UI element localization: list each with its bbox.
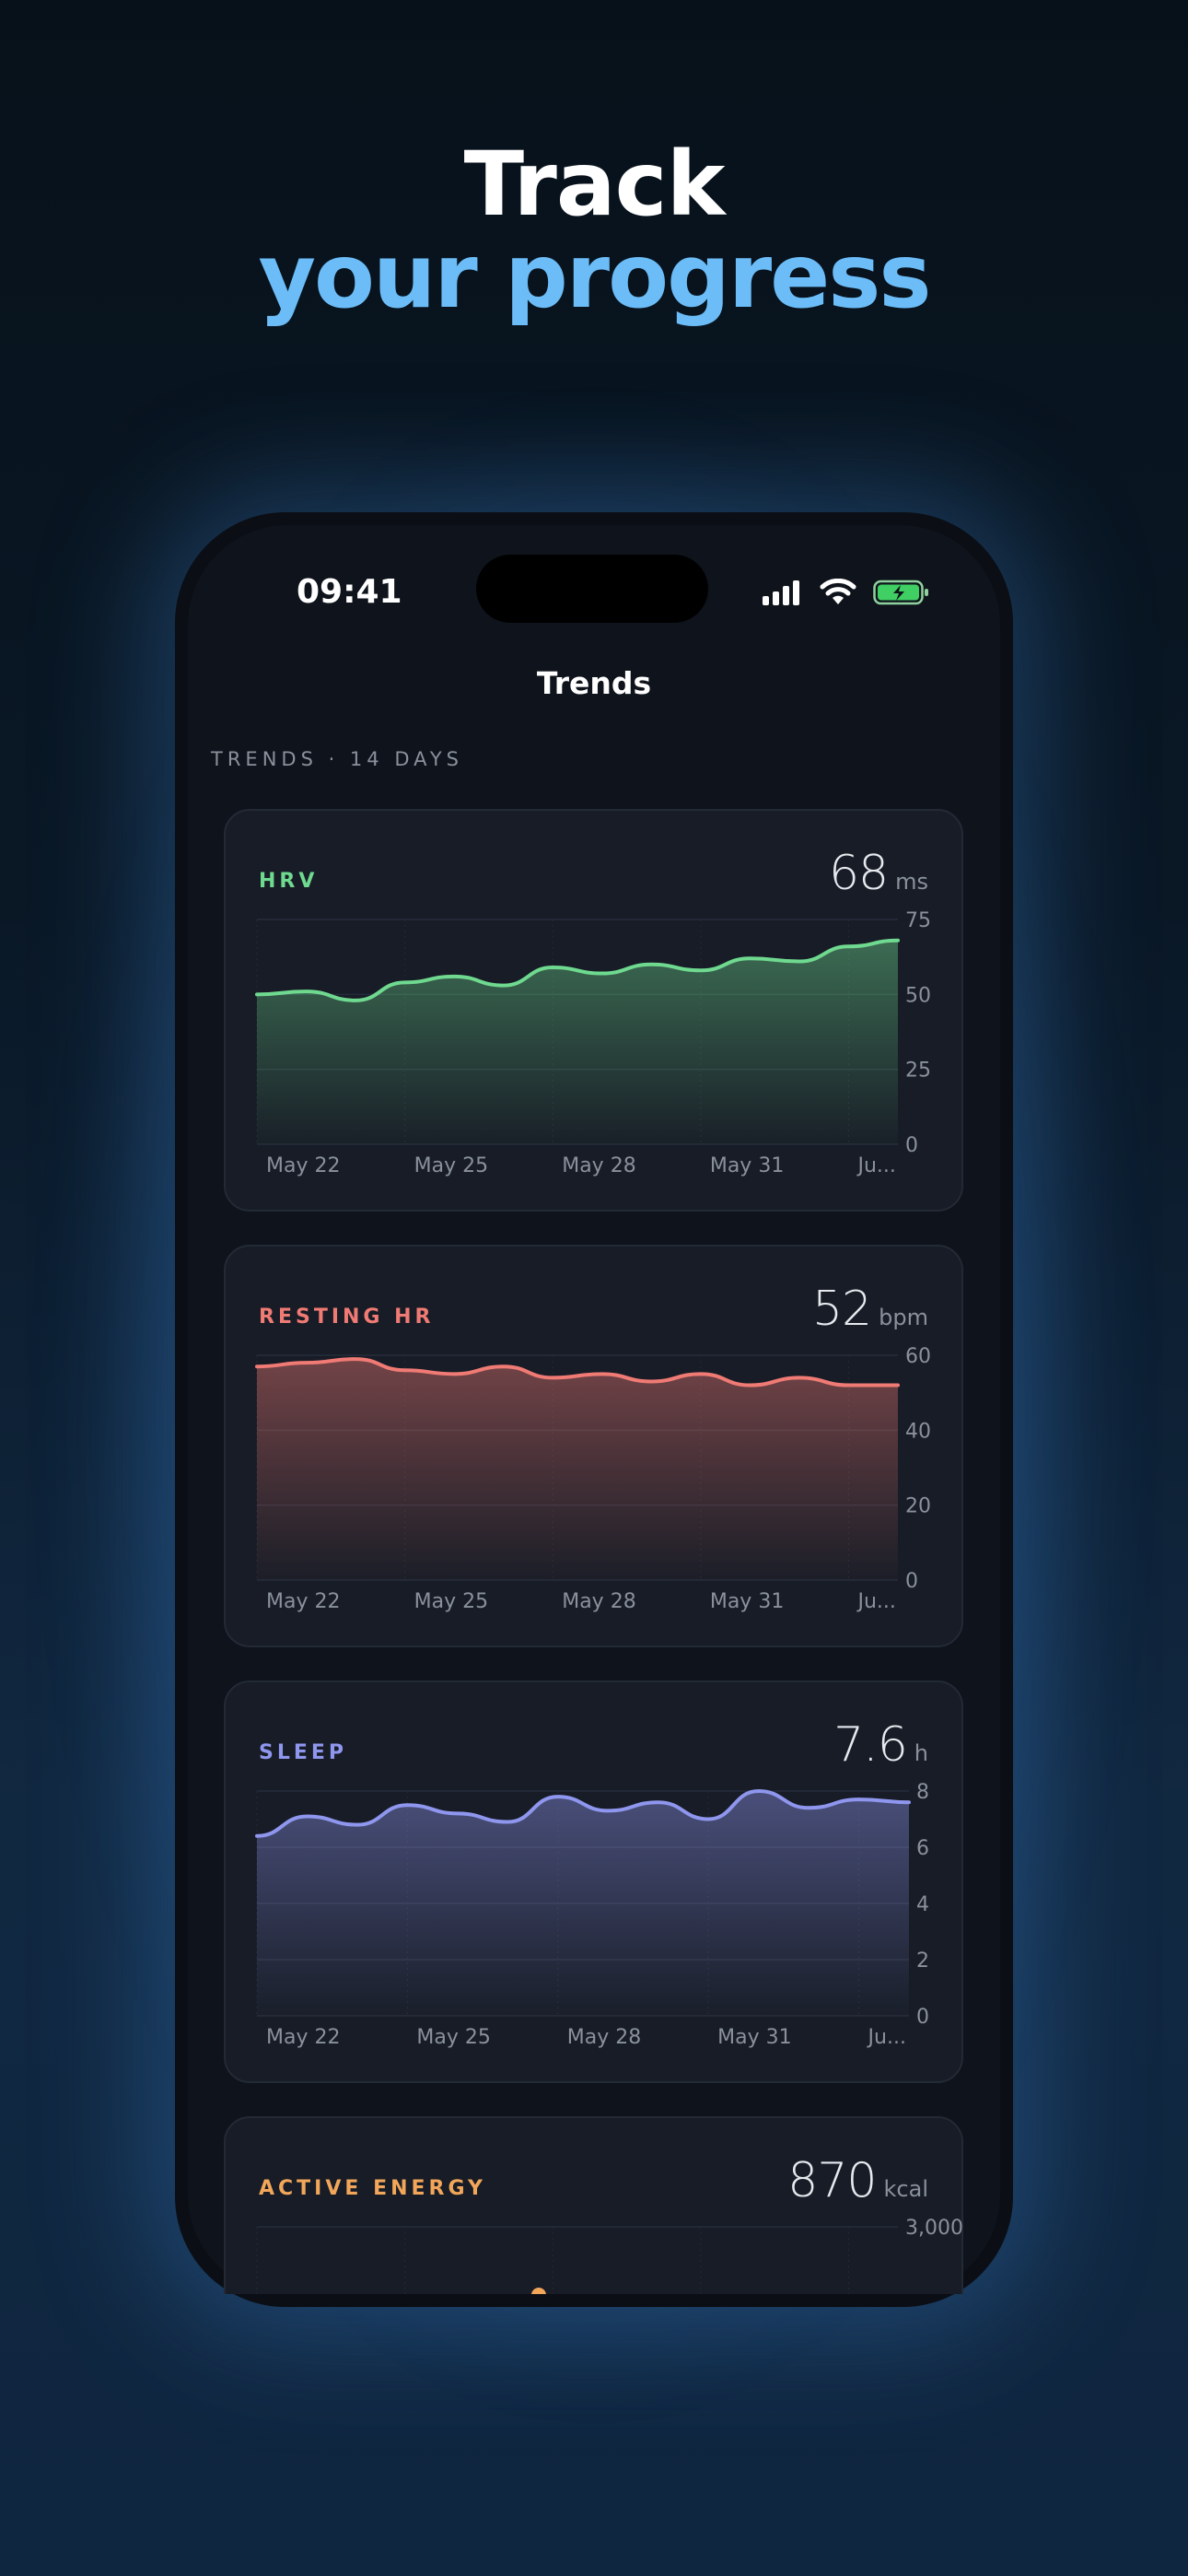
x-tick-label: Ju... (867, 2026, 906, 2049)
series-line (255, 1357, 900, 1388)
trend-chart: 60 40 20 0 May 22 May 25 May 28 May 31 Ju... (255, 1345, 931, 1613)
x-tick-label: May 28 (562, 1154, 635, 1177)
metric-number: 52 (811, 1282, 872, 1337)
metric-value: 52 bpm (812, 1282, 928, 1337)
y-tick-label: 2 (916, 1950, 929, 1973)
y-tick-label: 25 (905, 1060, 931, 1083)
x-tick-label: Ju... (856, 1154, 895, 1177)
y-tick-label: 50 (905, 984, 931, 1007)
y-tick-label: 3,000 (905, 2217, 963, 2240)
x-tick-label: May 22 (266, 1590, 340, 1613)
headline-line-2: your progress (258, 225, 931, 328)
metric-number: 68 (828, 846, 889, 901)
nav-title: Trends (536, 665, 652, 701)
x-tick-label: May 31 (710, 1154, 784, 1177)
data-point (531, 2288, 546, 2294)
metric-label: ACTIVE ENERGY (259, 2177, 486, 2200)
status-time: 09:41 (297, 573, 402, 611)
status-icons (763, 579, 930, 606)
scroll-clip: ACTIVE ENERGY 870 kcal 3,000 (188, 2101, 1000, 2294)
metric-unit: kcal (883, 2176, 928, 2202)
x-tick-label: May 25 (416, 2026, 490, 2049)
section-label: TRENDS · 14 DAYS (211, 748, 464, 770)
metric-card-resting-hr[interactable]: RESTING HR 52 bpm 60 40 20 0 May 22 May 25 May… (224, 1245, 963, 1647)
y-tick-label: 20 (905, 1495, 931, 1518)
metric-number: 870 (787, 2153, 877, 2208)
status-bar: 09:41 (188, 525, 1000, 663)
x-tick-label: May 31 (717, 2026, 791, 2049)
metric-unit: h (914, 1740, 928, 1766)
y-tick-label: 8 (916, 1781, 929, 1804)
metric-card-sleep[interactable]: SLEEP 7.6 h 8 6 4 2 0 May 22 May 25 May 28 May 3… (224, 1680, 963, 2083)
metric-card-active-energy[interactable]: ACTIVE ENERGY 870 kcal 3,000 (224, 2116, 963, 2294)
y-tick-label: 0 (905, 1134, 918, 1157)
metric-number: 7.6 (833, 1717, 908, 1773)
x-tick-label: May 22 (266, 2026, 340, 2049)
metric-label: RESTING HR (259, 1306, 435, 1329)
y-tick-label: 6 (916, 1837, 929, 1860)
x-tick-label: May 28 (567, 2026, 641, 2049)
y-tick-label: 40 (905, 1420, 931, 1443)
series-area (257, 1791, 909, 2016)
signal-icon (763, 580, 799, 605)
x-tick-label: May 28 (562, 1590, 635, 1613)
metric-unit: ms (895, 869, 928, 895)
y-tick-label: 4 (916, 1893, 929, 1916)
metric-value: 68 ms (829, 846, 928, 901)
x-tick-label: Ju... (856, 1590, 895, 1613)
x-tick-label: May 31 (710, 1590, 784, 1613)
series-area (257, 940, 898, 1144)
series-area (257, 1359, 898, 1580)
series-line (255, 938, 900, 1002)
headline-line-1: Track (463, 133, 726, 236)
metric-card-hrv[interactable]: HRV 68 ms 75 50 25 0 May 22 May 25 May 28 May 3… (224, 809, 963, 1212)
headline: Track your progress (0, 138, 1188, 322)
trend-chart: 3,000 (256, 2217, 963, 2294)
series-line (255, 1788, 911, 1838)
metric-value: 7.6 h (833, 1717, 928, 1773)
metric-value: 870 kcal (787, 2153, 928, 2208)
x-tick-label: May 25 (414, 1154, 488, 1177)
x-tick-label: May 22 (266, 1154, 340, 1177)
trend-chart: 75 50 25 0 May 22 May 25 May 28 May 31 Ju... (255, 909, 931, 1177)
trend-chart: 8 6 4 2 0 May 22 May 25 May 28 May 31 Ju... (255, 1781, 929, 2049)
metric-unit: bpm (879, 1305, 928, 1330)
y-tick-label: 0 (916, 2006, 929, 2029)
y-tick-label: 75 (905, 909, 931, 932)
y-tick-label: 60 (905, 1345, 931, 1368)
wifi-icon (820, 579, 856, 604)
x-tick-label: May 25 (414, 1590, 488, 1613)
y-tick-label: 0 (905, 1570, 918, 1593)
metric-label: HRV (259, 870, 319, 893)
metric-label: SLEEP (259, 1741, 348, 1764)
dynamic-island (476, 555, 708, 623)
battery-charging-icon (873, 580, 928, 605)
